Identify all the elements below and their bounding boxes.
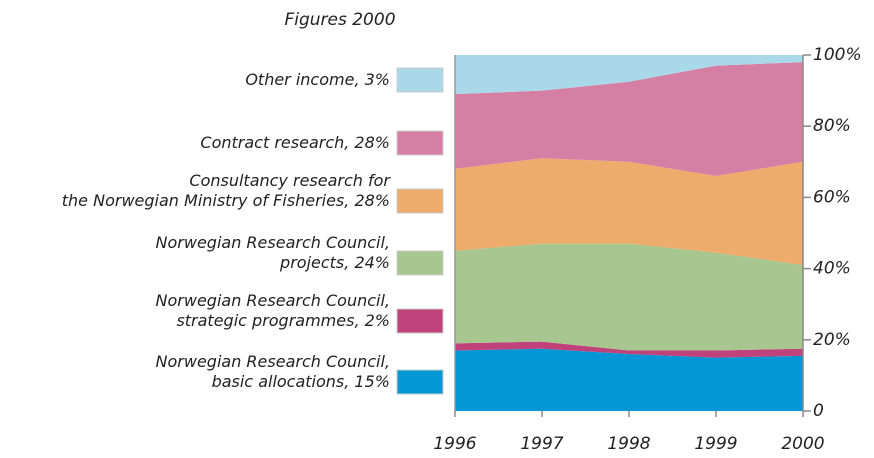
x-tick-label: 1997: [520, 434, 563, 454]
legend-label: Other income, 3%: [245, 70, 390, 89]
y-tick-label: 100%: [813, 45, 862, 65]
y-tick-label: 20%: [813, 330, 851, 350]
legend-label: Norwegian Research Council, projects, 24…: [155, 233, 390, 272]
legend-swatch: [396, 308, 444, 334]
area: [455, 348, 803, 411]
area: [455, 243, 803, 351]
area: [455, 158, 803, 266]
legend-label: Consultancy research for the Norwegian M…: [61, 171, 390, 210]
legend-swatch: [396, 250, 444, 276]
legend-swatch: [396, 130, 444, 156]
legend-swatch: [396, 188, 444, 214]
y-tick-label: 80%: [813, 116, 851, 136]
y-tick-label: 0: [813, 401, 824, 421]
legend-label: Contract research, 28%: [200, 133, 390, 152]
x-tick-label: 1996: [433, 434, 476, 454]
chart-title: Figures 2000: [284, 10, 395, 30]
x-tick-label: 1999: [694, 434, 737, 454]
legend-swatch: [396, 67, 444, 93]
legend-label: Norwegian Research Council, strategic pr…: [155, 291, 390, 330]
x-tick-label: 1998: [607, 434, 650, 454]
y-tick-label: 40%: [813, 259, 851, 279]
area: [455, 341, 803, 358]
area: [455, 55, 803, 95]
y-tick-label: 60%: [813, 187, 851, 207]
legend-label: Norwegian Research Council, basic alloca…: [155, 352, 390, 391]
x-tick-label: 2000: [781, 434, 824, 454]
legend-swatch: [396, 369, 444, 395]
